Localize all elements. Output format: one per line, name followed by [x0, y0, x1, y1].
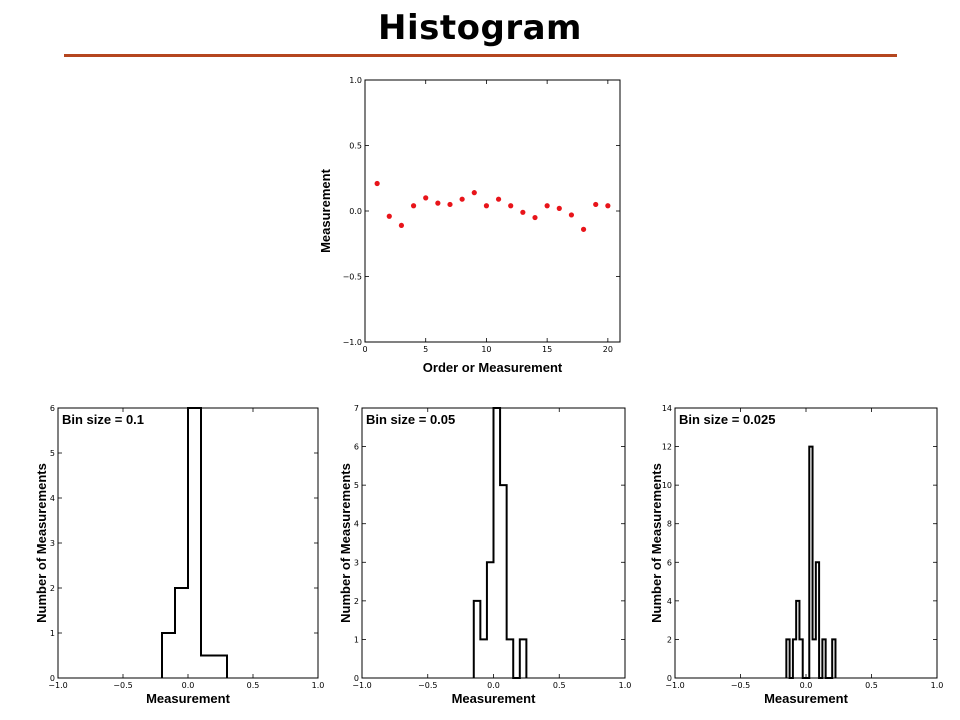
y-tick-label: 0: [50, 674, 55, 683]
y-axis-title: Number of Measurements: [338, 463, 353, 623]
y-axis-title: Measurement: [318, 168, 333, 252]
data-point: [386, 213, 392, 219]
y-tick-label: 6: [354, 443, 359, 452]
y-tick-label: 4: [50, 494, 55, 503]
y-tick-label: 4: [354, 520, 359, 529]
chart-panel-3: −1.0 −0.5 0.0 0.5 1.0 0 1 2 3 4 5 6 7 Measurement Numb…: [338, 404, 631, 706]
x-tick-label: 0.5: [247, 681, 260, 690]
y-tick-label: 6: [667, 558, 672, 567]
x-tick-label: 1.0: [312, 681, 325, 690]
y-tick-label: −1.0: [343, 338, 362, 347]
y-tick-label: 3: [50, 539, 55, 548]
x-axis-title: Measurement: [146, 691, 230, 706]
x-tick-label: 1.0: [931, 681, 944, 690]
data-point: [471, 190, 477, 196]
data-point: [447, 201, 453, 208]
bin-size-label: Bin size = 0.1: [62, 412, 144, 427]
x-tick-label: −1.0: [48, 681, 67, 690]
y-tick-label: 2: [354, 597, 359, 606]
x-axis-title: Measurement: [764, 691, 848, 706]
x-axis-title: Measurement: [452, 691, 536, 706]
bin-size-label: Bin size = 0.05: [366, 412, 455, 427]
histogram-outline: [785, 445, 837, 679]
data-point: [520, 209, 526, 215]
y-tick-label: 8: [667, 520, 672, 529]
y-tick-label: 1.0: [349, 76, 362, 85]
y-tick-label: 0: [667, 674, 672, 683]
title-underline: [64, 54, 897, 57]
x-tick-label: −0.5: [113, 681, 132, 690]
x-tick-label: −0.5: [418, 681, 437, 690]
x-axis-title: Order or Measurement: [423, 360, 563, 375]
x-tick-label: 1.0: [619, 681, 632, 690]
y-tick-label: 10: [662, 481, 672, 490]
data-point: [508, 203, 514, 209]
data-point: [459, 196, 465, 202]
data-point: [398, 222, 405, 229]
y-tick-label: 2: [50, 584, 55, 593]
y-tick-label: 3: [354, 558, 359, 567]
data-point: [410, 203, 417, 209]
y-tick-label: 7: [354, 404, 359, 413]
y-tick-label: 0.5: [349, 142, 362, 151]
data-point: [423, 195, 429, 201]
y-tick-label: 4: [667, 597, 672, 606]
data-point: [568, 212, 575, 218]
x-tick-label: −1.0: [352, 681, 371, 690]
histogram-outline: [161, 407, 228, 678]
data-point: [495, 196, 502, 202]
data-point: [544, 203, 550, 209]
x-tick-label: 0.0: [182, 681, 195, 690]
y-tick-label: 5: [50, 449, 55, 458]
data-point: [483, 203, 490, 209]
data-point: [374, 180, 380, 187]
page-title: Histogram: [378, 8, 582, 48]
x-tick-label: 0.0: [800, 681, 813, 690]
plot-frame: [674, 407, 938, 679]
x-tick-label: −0.5: [731, 681, 750, 690]
y-tick-label: 0.0: [349, 207, 362, 216]
y-tick-label: 12: [662, 443, 672, 452]
x-tick-label: −1.0: [665, 681, 684, 690]
data-point: [532, 214, 538, 221]
x-tick-label: 0.5: [553, 681, 566, 690]
chart-panel-2: −1.0 −0.5 0.0 0.5 1.0 0 1 2 3 4 5 6 Measurement Numbe…: [34, 404, 324, 706]
y-tick-label: 14: [662, 404, 672, 413]
data-point: [435, 200, 441, 206]
y-tick-label: 1: [50, 629, 55, 638]
x-tick-label: 0.0: [487, 681, 500, 690]
x-tick-label: 10: [481, 345, 491, 354]
x-tick-label: 0.5: [865, 681, 878, 690]
y-tick-label: −0.5: [343, 273, 362, 282]
y-axis-title: Number of Measurements: [649, 463, 664, 623]
plot-frame: [364, 79, 621, 343]
bin-size-label: Bin size = 0.025: [679, 412, 775, 427]
x-tick-label: 20: [603, 345, 613, 354]
x-tick-label: 15: [542, 345, 552, 354]
x-tick-label: 5: [423, 345, 428, 354]
data-point: [593, 201, 599, 208]
y-tick-label: 1: [354, 635, 359, 644]
data-point: [605, 203, 611, 209]
data-point: [580, 226, 587, 232]
data-point: [556, 205, 562, 211]
chart-panel-4: −1.0 −0.5 0.0 0.5 1.0 0 2 4 6 8 10 12 14 Measurement N…: [649, 404, 943, 706]
y-tick-label: 5: [354, 481, 359, 490]
x-tick-label: 0: [362, 345, 367, 354]
histogram-outline: [472, 407, 528, 679]
chart-panel-1: 0 5 10 15 20 −1.0 −0.5 0.0 0.5 1.0 Order or Measur…: [318, 76, 621, 375]
y-tick-label: 6: [50, 404, 55, 413]
y-axis-title: Number of Measurements: [34, 463, 49, 623]
y-tick-label: 2: [667, 635, 672, 644]
y-tick-label: 0: [354, 674, 359, 683]
